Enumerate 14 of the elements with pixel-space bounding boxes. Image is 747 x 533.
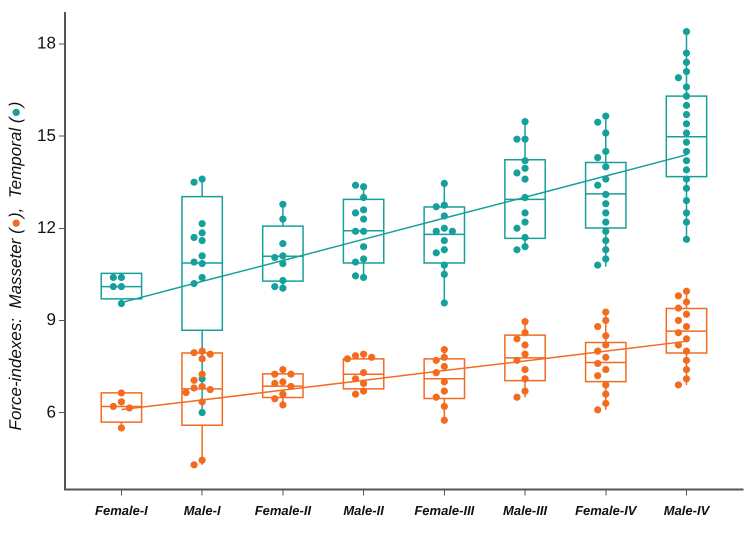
y-tick-label: 15 bbox=[36, 126, 56, 145]
x-tick-label: Female-III bbox=[414, 502, 475, 518]
x-tick-label: Female-I bbox=[95, 502, 148, 518]
x-tick-label: Male-II bbox=[343, 502, 384, 518]
y-axis-title: Force-indexes: Masseter (●), Temporal (●) bbox=[6, 102, 26, 430]
y-tick-label: 6 bbox=[46, 402, 56, 422]
x-tick-label: Female-IV bbox=[575, 502, 638, 518]
y-tick-label: 18 bbox=[36, 34, 56, 53]
y-tick-label: 12 bbox=[36, 218, 56, 237]
x-tick-label: Male-I bbox=[184, 502, 221, 518]
x-tick-label: Female-II bbox=[254, 502, 312, 518]
x-tick-label: Male-IV bbox=[664, 502, 711, 518]
y-tick-label: 9 bbox=[46, 310, 56, 330]
x-tick-label: Male-III bbox=[503, 502, 548, 518]
